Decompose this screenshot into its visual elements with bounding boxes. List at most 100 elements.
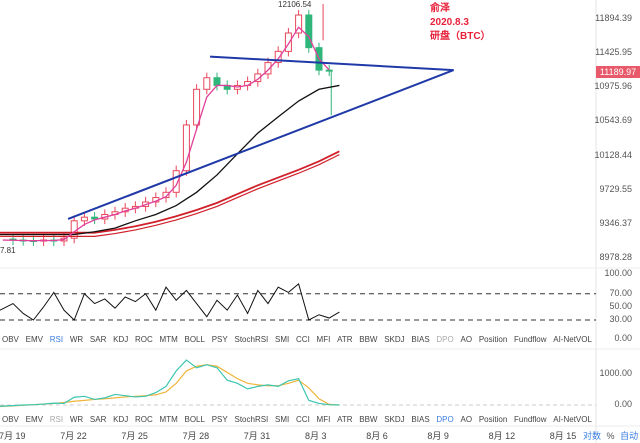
indicator-tab-mfi[interactable]: MFI: [316, 335, 331, 344]
candle-body: [172, 170, 180, 193]
candle-body: [203, 77, 211, 90]
date-label: 8月 6: [366, 431, 388, 441]
candle-body: [182, 124, 190, 172]
price-axis-label: 9346.37: [599, 217, 632, 228]
indicator-tab-lower-rsi[interactable]: RSI: [49, 415, 64, 424]
price-axis-label: 10975.96: [594, 81, 632, 92]
candle-body: [305, 14, 313, 49]
indicator-tab-lower-sar[interactable]: SAR: [89, 415, 107, 424]
indicator-tab-lower-smi[interactable]: SMI: [275, 415, 290, 424]
indicator-tab-kdj[interactable]: KDJ: [113, 335, 129, 344]
indicator-tab-lower-stochrsi[interactable]: StochRSI: [234, 415, 269, 424]
annotation-title: 研盘（BTC）: [430, 31, 491, 42]
candle-body: [91, 216, 99, 220]
indicator-tab-lower-bias[interactable]: BIAS: [411, 415, 430, 424]
indicator-tab-lower-psy[interactable]: PSY: [211, 415, 228, 424]
date-label: 8月 15: [549, 431, 577, 441]
indicator-tab-cci[interactable]: CCI: [296, 335, 310, 344]
indicator-toolbar-lower: OBV EMV RSI WR SAR KDJ ROC MTM BOLL PSY StochRSI SM…: [2, 415, 592, 424]
ma-mid-line: [13, 84, 340, 236]
percent-scale-button[interactable]: %: [606, 431, 615, 441]
candle-body: [295, 14, 303, 34]
indicator-tab-lower-position[interactable]: Position: [478, 415, 508, 424]
indicator-tab-lower-atr[interactable]: ATR: [337, 415, 353, 424]
indicator-tab-position[interactable]: Position: [478, 335, 508, 344]
annotation: 俞泽 2020.8.3 研盘（BTC）: [430, 2, 491, 44]
price-axis-label: 11425.95: [595, 47, 632, 58]
candle-body: [274, 50, 282, 64]
indicator-tab-dpo[interactable]: DPO: [436, 335, 454, 344]
date-label: 8月 12: [488, 431, 516, 441]
dpo-line: [0, 359, 340, 407]
indicator-tab-lower-skdj[interactable]: SKDJ: [384, 415, 405, 424]
last-price-tag: 11189.97: [596, 66, 640, 78]
indicator-tab-lower-fundflow[interactable]: Fundflow: [514, 415, 547, 424]
indicator-tab-bbw[interactable]: BBW: [359, 335, 378, 344]
indicator-tab-skdj[interactable]: SKDJ: [384, 335, 405, 344]
indicator-tab-lower-obv[interactable]: OBV: [2, 415, 19, 424]
trendline: [210, 55, 454, 72]
indicator-tab-bias[interactable]: BIAS: [411, 335, 430, 344]
annotation-date: 2020.8.3: [430, 17, 469, 28]
date-label: 7月 28: [182, 431, 210, 441]
lower-axis-label: 0.00: [614, 399, 632, 409]
low-label: 7.81: [0, 246, 16, 255]
candle-body: [193, 88, 201, 126]
indicator-tab-lower-bbw[interactable]: BBW: [359, 415, 378, 424]
price-axis-label: 10128.44: [594, 149, 632, 160]
candle-body: [213, 77, 221, 86]
date-label: 7月 25: [121, 431, 148, 441]
indicator-tab-psy[interactable]: PSY: [211, 335, 228, 344]
auto-scale-button[interactable]: 自动: [620, 431, 639, 441]
price-axis-label: 11894.39: [595, 13, 632, 23]
indicator-tab-stochrsi[interactable]: StochRSI: [234, 335, 269, 344]
indicator-tab-lower-ao[interactable]: AO: [460, 415, 473, 424]
indicator-tab-roc[interactable]: ROC: [135, 335, 153, 344]
indicator-tab-lower-ai-netvol[interactable]: AI-NetVOL: [553, 415, 592, 424]
rsi-axis-label: 70.00: [609, 287, 632, 298]
candle-body: [162, 191, 170, 199]
candle-body: [284, 32, 292, 52]
indicator-tab-emv[interactable]: EMV: [25, 335, 43, 344]
ma-long-1-line: [13, 150, 340, 234]
date-label: 7月 19: [0, 431, 26, 441]
indicator-tab-obv[interactable]: OBV: [2, 335, 19, 344]
ma-short-line: [2, 26, 330, 242]
rsi-axis-label: 50.00: [609, 300, 632, 311]
indicator-tab-ao[interactable]: AO: [460, 335, 473, 344]
indicator-tab-lower-emv[interactable]: EMV: [25, 415, 43, 424]
indicator-tab-lower-mtm[interactable]: MTM: [159, 415, 178, 424]
rsi-axis-label: 30.00: [609, 314, 632, 324]
indicator-tab-lower-kdj[interactable]: KDJ: [113, 415, 129, 424]
indicator-tab-sar[interactable]: SAR: [89, 335, 107, 344]
indicator-tab-lower-roc[interactable]: ROC: [135, 415, 153, 424]
indicator-tab-boll[interactable]: BOLL: [184, 335, 205, 344]
indicator-tab-lower-boll[interactable]: BOLL: [184, 415, 205, 424]
indicator-tab-lower-wr[interactable]: WR: [69, 415, 84, 424]
rsi-axis-label: 100.00: [604, 268, 632, 278]
indicator-tab-atr[interactable]: ATR: [337, 335, 353, 344]
date-label: 7月 22: [60, 431, 87, 441]
indicator-toolbar-upper: OBV EMV RSI WR SAR KDJ ROC MTM BOLL PSY StochRSI SM…: [2, 335, 592, 344]
price-axis-label: 9729.55: [599, 183, 632, 194]
log-scale-button[interactable]: 对数: [583, 431, 602, 441]
candle-body: [80, 216, 88, 222]
candle-body: [264, 62, 272, 75]
indicator-tab-mtm[interactable]: MTM: [159, 335, 178, 344]
date-label: 7月 31: [243, 431, 271, 441]
rsi-line: [0, 282, 340, 321]
price-axis-label: 8978.28: [599, 252, 632, 262]
scale-controls: 对数 % 自动: [583, 429, 638, 442]
indicator-tab-lower-cci[interactable]: CCI: [296, 415, 310, 424]
indicator-tab-fundflow[interactable]: Fundflow: [514, 335, 547, 344]
indicator-tab-wr[interactable]: WR: [69, 335, 84, 344]
indicator-tab-lower-dpo[interactable]: DPO: [436, 415, 454, 424]
indicator-tab-rsi[interactable]: RSI: [49, 335, 64, 344]
indicator-tab-smi[interactable]: SMI: [275, 335, 290, 344]
indicator-tab-ai-netvol[interactable]: AI-NetVOL: [553, 335, 592, 344]
lower-axis-label: 1000.00: [599, 368, 632, 378]
indicator-tab-lower-mfi[interactable]: MFI: [316, 415, 331, 424]
date-label: 8月 3: [305, 431, 327, 441]
